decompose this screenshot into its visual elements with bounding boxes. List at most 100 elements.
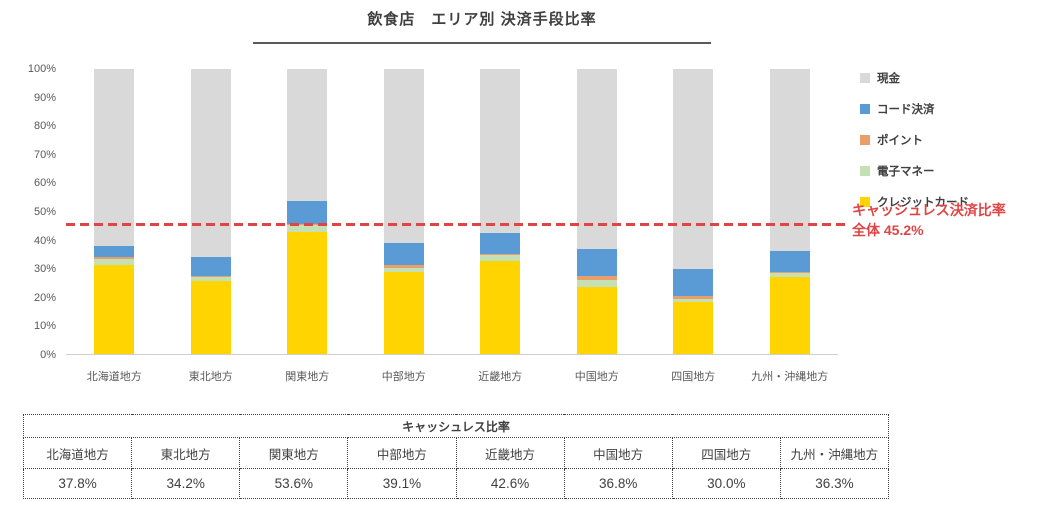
legend-label: クレジットカード [877,197,969,209]
bar-segment-コード決済 [383,242,424,266]
y-axis-tick-label: 0% [40,349,56,361]
legend-swatch-icon [860,135,870,145]
bar-column-8 [742,69,839,354]
y-axis-tick-label: 100% [27,63,56,75]
bar-segment-クレジットカード [383,271,424,354]
bar-segment-クレジットカード [480,261,521,354]
bar-segment-電子マネー [383,267,424,272]
stacked-bar-7 [673,69,714,354]
bar-segment-ポイント [190,275,231,278]
legend-item-電子マネー: 電子マネー [860,163,969,179]
bar-segment-ポイント [94,257,135,260]
stacked-bar-5 [480,69,521,354]
table-value-cell: 36.8% [563,468,673,499]
cashless-reference-line [66,223,845,227]
y-axis-tick-label: 50% [33,206,56,218]
x-axis-label: 近畿地方 [478,371,523,383]
bar-segment-ポイント [383,265,424,268]
bar-segment-電子マネー [94,259,135,265]
bar-segment-現金 [94,69,135,247]
table-value-cell: 39.1% [347,468,457,499]
stacked-bar-4 [383,69,424,354]
bar-segment-現金 [480,69,521,233]
cashless-ratio-table: キャッシュレス比率 北海道地方 東北地方 関東地方 中部地方 近畿地方 中国地方 四国地方 九州… [22,414,890,499]
chart-title-block: 飲食店 エリア別 決済手段比率 [253,8,711,44]
bar-segment-電子マネー [769,273,810,278]
table-header-cell: 中国地方 [563,437,673,469]
bar-segment-コード決済 [190,256,231,276]
bar-segment-コード決済 [673,268,714,296]
legend-label: 電子マネー [877,166,935,178]
legend-swatch-icon [860,104,870,114]
bar-segment-現金 [576,69,617,250]
table-header-cell: 東北地方 [131,437,241,469]
bar-segment-ポイント [769,271,810,274]
table-header-cell: 北海道地方 [22,437,133,469]
annotation-line1: キャッシュレス決済比率 [852,202,1006,218]
legend-item-クレジットカード: クレジットカード [860,194,969,210]
x-axis-label: 九州・沖縄地方 [751,371,829,383]
stacked-bar-6 [576,69,617,354]
annotation-line2: 全体 45.2% [852,221,924,238]
legend: 現金コード決済ポイント電子マネークレジットカード [860,70,969,225]
y-axis-tick-label: 60% [33,177,56,190]
bar-segment-クレジットカード [190,281,231,354]
bar-segment-コード決済 [576,249,617,277]
y-axis-tick-label: 10% [33,320,56,333]
table-header-cell: 九州・沖縄地方 [779,437,890,469]
y-axis-tick-label: 90% [33,91,56,104]
legend-item-現金: 現金 [860,70,969,86]
table-value-cell: 37.8% [22,468,133,499]
bar-segment-コード決済 [94,246,135,258]
x-axis-label: 北海道地方 [86,371,142,383]
bar-segment-クレジットカード [94,264,135,354]
table-value-cell: 34.2% [131,468,241,499]
legend-label: 現金 [877,73,900,85]
table-header-cell: 四国地方 [671,437,781,469]
legend-item-ポイント: ポイント [860,132,969,148]
table-header-cell: 近畿地方 [455,437,565,469]
bar-segment-クレジットカード [769,277,810,354]
bar-segment-コード決済 [769,250,810,272]
stacked-bar-3 [287,69,328,354]
table-value-cell: 30.0% [671,468,781,499]
x-axis-labels: 北海道地方 東北地方 関東地方 中部地方 近畿地方 中国地方 四国地方 九州・沖縄地方 [66,368,838,384]
legend-label: コード決済 [877,104,935,116]
bar-segment-クレジットカード [673,301,714,354]
bar-column-4 [356,69,453,354]
bar-segment-現金 [383,69,424,243]
y-axis-tick-label: 70% [33,148,56,161]
x-axis-label: 中部地方 [381,371,426,383]
table-row: キャッシュレス比率 [23,414,889,438]
bar-segment-コード決済 [287,201,328,225]
chart-title: 飲食店 エリア別 決済手段比率 [367,11,597,28]
y-axis-tick-label: 40% [33,234,56,247]
bar-segment-現金 [769,69,810,251]
bar-segment-電子マネー [287,225,328,232]
legend-swatch-icon [860,166,870,176]
bar-segment-現金 [673,69,714,269]
x-axis-label: 関東地方 [285,371,330,383]
cashless-ratio-table-body: キャッシュレス比率 北海道地方 東北地方 関東地方 中部地方 近畿地方 中国地方 四国地方 九州… [22,414,890,499]
y-axis: 100% 90% 80% 70% 60% 50% 40% 30% 20% 10% 0% [0,63,60,361]
bar-segment-ポイント [480,253,521,256]
legend-swatch-icon [860,197,870,207]
y-axis-tick-label: 30% [33,263,56,276]
bar-segment-電子マネー [190,277,231,282]
plot-area [66,69,845,355]
x-axis-label: 中国地方 [574,371,619,383]
stacked-bar-8 [769,69,810,354]
bar-column-3 [259,69,356,354]
table-value-cell: 53.6% [239,468,349,499]
y-axis-tick-label: 20% [33,291,56,304]
bar-segment-電子マネー [576,280,617,288]
bar-segment-現金 [287,69,328,202]
x-axis-label: 四国地方 [671,371,716,383]
bar-column-6 [549,69,646,354]
y-axis-tick-label: 80% [33,120,56,133]
bar-segment-ポイント [576,276,617,281]
bar-segment-現金 [190,69,231,257]
bar-segment-電子マネー [673,299,714,302]
bar-column-1 [66,69,163,354]
table-value-cell: 42.6% [455,468,565,499]
